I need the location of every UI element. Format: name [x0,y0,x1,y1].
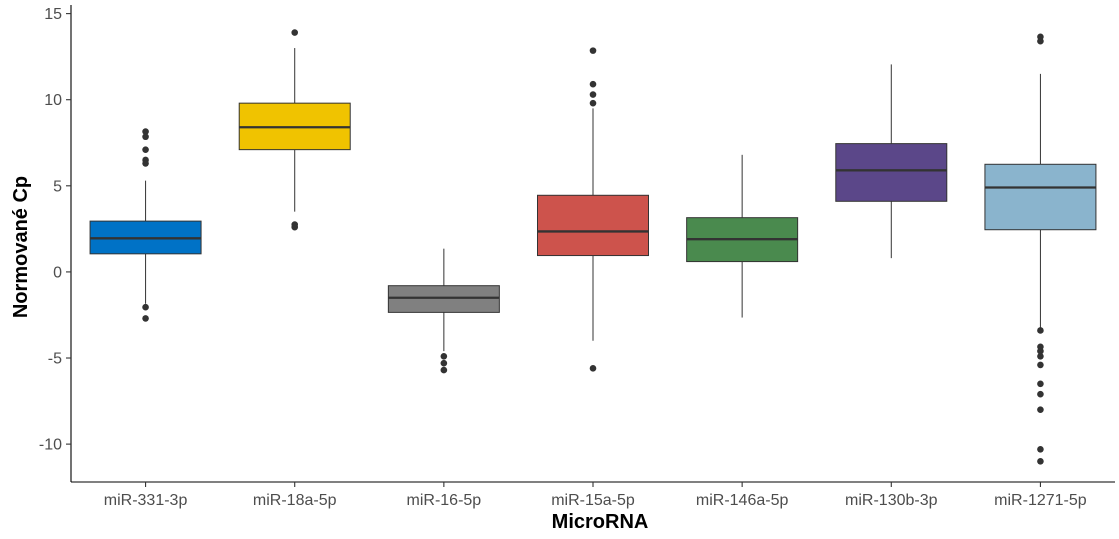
x-tick-label: miR-16-5p [407,492,482,509]
y-tick-label: -10 [39,437,62,454]
outlier-point [142,128,149,135]
box-group [984,33,1097,465]
outlier-point [1037,445,1044,453]
box-group [835,64,948,259]
outlier-point [142,315,149,322]
y-tick-label: 15 [44,6,62,23]
box-group [387,248,500,374]
outlier-point [589,91,597,98]
x-tick-label: miR-18a-5p [253,492,337,509]
y-tick-label: 0 [53,264,62,281]
box-iqr [984,163,1097,231]
outlier-point [1037,327,1044,334]
outlier-point [589,99,597,107]
box-group [686,154,799,318]
outlier-point [1037,390,1044,398]
outlier-point [589,47,597,54]
outlier-point [1037,347,1044,355]
box-group [238,29,351,231]
x-axis-title: MicroRNA [552,511,649,533]
outlier-point [1037,380,1044,388]
outlier-point [440,359,448,367]
box-iqr [387,285,500,313]
outlier-point [142,133,149,141]
y-tick-label: -5 [48,351,62,368]
outlier-point [142,160,149,167]
outlier-point [589,365,597,372]
boxes-layer [89,29,1097,465]
box-group [89,128,202,322]
x-tick-label: miR-331-3p [104,492,188,509]
outlier-point [142,146,149,153]
x-tick-label: miR-130b-3p [845,492,938,509]
outlier-point [291,223,299,231]
x-tick-label: miR-146a-5p [696,492,789,509]
axes-layer: 15 10 5 0 -5 -10 miR-331-3p miR-18a-5p miR-16-5p… [39,5,1115,509]
y-axis-title: Normované Cp [10,176,32,318]
box-iqr [537,194,649,257]
box-group [537,47,649,372]
outlier-point [1037,352,1044,360]
outlier-point [440,366,448,374]
x-tick-label: miR-15a-5p [551,492,635,509]
y-tick-label: 10 [44,92,62,109]
outlier-point [589,80,597,88]
outlier-point [1037,406,1044,413]
outlier-point [1037,37,1044,45]
outlier-point [1037,458,1044,465]
outlier-point [440,352,448,360]
x-tick-label: miR-1271-5p [994,492,1087,509]
outlier-point [142,303,149,311]
outlier-point [291,29,299,36]
y-tick-label: 5 [53,178,62,195]
outlier-point [1037,361,1044,369]
box-iqr [835,143,948,202]
